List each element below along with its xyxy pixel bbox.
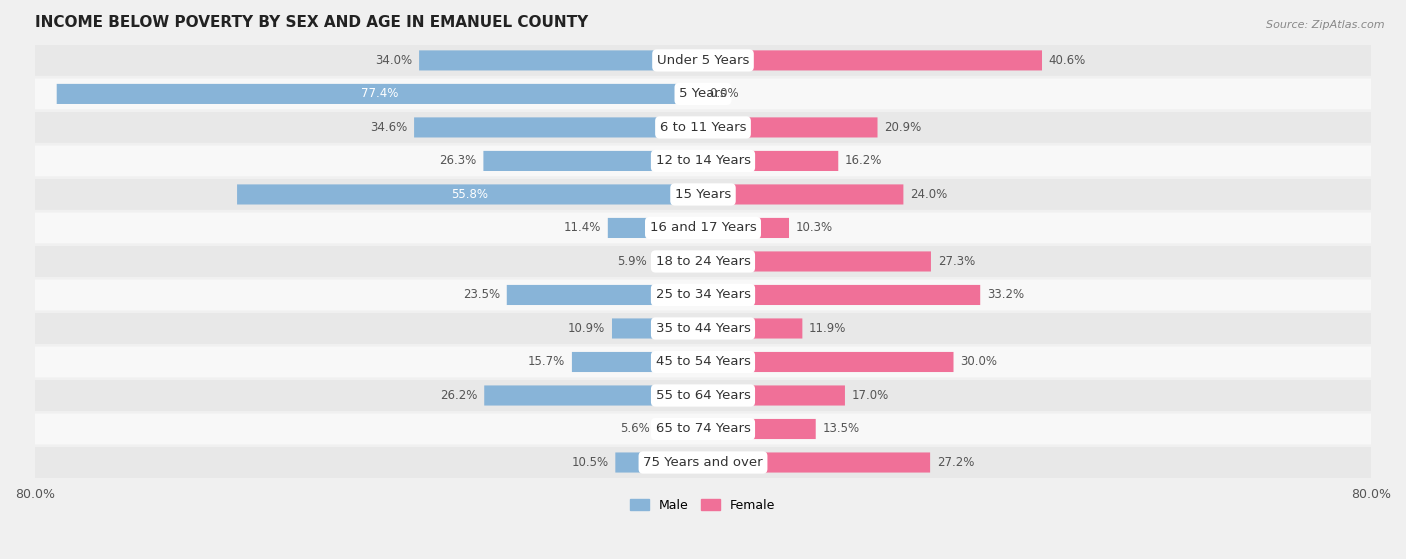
Text: 45 to 54 Years: 45 to 54 Years [655, 356, 751, 368]
FancyBboxPatch shape [35, 347, 1371, 377]
Text: 13.5%: 13.5% [823, 423, 859, 435]
Text: Under 5 Years: Under 5 Years [657, 54, 749, 67]
Text: 55 to 64 Years: 55 to 64 Years [655, 389, 751, 402]
FancyBboxPatch shape [484, 151, 703, 171]
Text: 10.9%: 10.9% [568, 322, 606, 335]
FancyBboxPatch shape [415, 117, 703, 138]
Text: 24.0%: 24.0% [910, 188, 948, 201]
Text: 77.4%: 77.4% [361, 87, 398, 101]
Text: 33.2%: 33.2% [987, 288, 1024, 301]
Text: 27.2%: 27.2% [936, 456, 974, 469]
Text: 23.5%: 23.5% [463, 288, 501, 301]
FancyBboxPatch shape [35, 447, 1371, 478]
Text: 11.9%: 11.9% [808, 322, 846, 335]
FancyBboxPatch shape [35, 280, 1371, 310]
FancyBboxPatch shape [35, 313, 1371, 344]
Text: 55.8%: 55.8% [451, 188, 488, 201]
Text: 5.9%: 5.9% [617, 255, 647, 268]
Text: 75 Years and over: 75 Years and over [643, 456, 763, 469]
FancyBboxPatch shape [35, 212, 1371, 243]
FancyBboxPatch shape [35, 179, 1371, 210]
FancyBboxPatch shape [703, 319, 803, 339]
FancyBboxPatch shape [607, 218, 703, 238]
Text: 5.6%: 5.6% [620, 423, 650, 435]
Text: 40.6%: 40.6% [1049, 54, 1085, 67]
FancyBboxPatch shape [703, 252, 931, 272]
FancyBboxPatch shape [35, 414, 1371, 444]
FancyBboxPatch shape [703, 50, 1042, 70]
FancyBboxPatch shape [35, 246, 1371, 277]
FancyBboxPatch shape [703, 117, 877, 138]
Text: 30.0%: 30.0% [960, 356, 997, 368]
Text: 11.4%: 11.4% [564, 221, 602, 234]
FancyBboxPatch shape [703, 218, 789, 238]
FancyBboxPatch shape [703, 184, 904, 205]
FancyBboxPatch shape [35, 380, 1371, 411]
Text: 15.7%: 15.7% [529, 356, 565, 368]
Text: 0.0%: 0.0% [710, 87, 740, 101]
Text: 5 Years: 5 Years [679, 87, 727, 101]
Text: 16.2%: 16.2% [845, 154, 883, 168]
Legend: Male, Female: Male, Female [626, 494, 780, 517]
FancyBboxPatch shape [703, 151, 838, 171]
Text: 25 to 34 Years: 25 to 34 Years [655, 288, 751, 301]
Text: 10.3%: 10.3% [796, 221, 832, 234]
Text: 34.6%: 34.6% [370, 121, 408, 134]
FancyBboxPatch shape [572, 352, 703, 372]
Text: 15 Years: 15 Years [675, 188, 731, 201]
FancyBboxPatch shape [35, 112, 1371, 143]
Text: 34.0%: 34.0% [375, 54, 412, 67]
Text: 35 to 44 Years: 35 to 44 Years [655, 322, 751, 335]
Text: 65 to 74 Years: 65 to 74 Years [655, 423, 751, 435]
Text: INCOME BELOW POVERTY BY SEX AND AGE IN EMANUEL COUNTY: INCOME BELOW POVERTY BY SEX AND AGE IN E… [35, 15, 588, 30]
FancyBboxPatch shape [35, 78, 1371, 110]
FancyBboxPatch shape [484, 386, 703, 405]
Text: 20.9%: 20.9% [884, 121, 921, 134]
Text: 26.3%: 26.3% [440, 154, 477, 168]
FancyBboxPatch shape [703, 352, 953, 372]
Text: 17.0%: 17.0% [852, 389, 889, 402]
FancyBboxPatch shape [703, 419, 815, 439]
FancyBboxPatch shape [703, 386, 845, 405]
FancyBboxPatch shape [657, 419, 703, 439]
FancyBboxPatch shape [35, 145, 1371, 176]
FancyBboxPatch shape [238, 184, 703, 205]
FancyBboxPatch shape [616, 452, 703, 472]
FancyBboxPatch shape [703, 452, 931, 472]
Text: 18 to 24 Years: 18 to 24 Years [655, 255, 751, 268]
Text: 6 to 11 Years: 6 to 11 Years [659, 121, 747, 134]
Text: Source: ZipAtlas.com: Source: ZipAtlas.com [1267, 20, 1385, 30]
FancyBboxPatch shape [703, 285, 980, 305]
FancyBboxPatch shape [506, 285, 703, 305]
FancyBboxPatch shape [654, 252, 703, 272]
FancyBboxPatch shape [56, 84, 703, 104]
Text: 12 to 14 Years: 12 to 14 Years [655, 154, 751, 168]
Text: 26.2%: 26.2% [440, 389, 478, 402]
Text: 16 and 17 Years: 16 and 17 Years [650, 221, 756, 234]
FancyBboxPatch shape [612, 319, 703, 339]
Text: 27.3%: 27.3% [938, 255, 974, 268]
Text: 10.5%: 10.5% [571, 456, 609, 469]
FancyBboxPatch shape [419, 50, 703, 70]
FancyBboxPatch shape [35, 45, 1371, 76]
